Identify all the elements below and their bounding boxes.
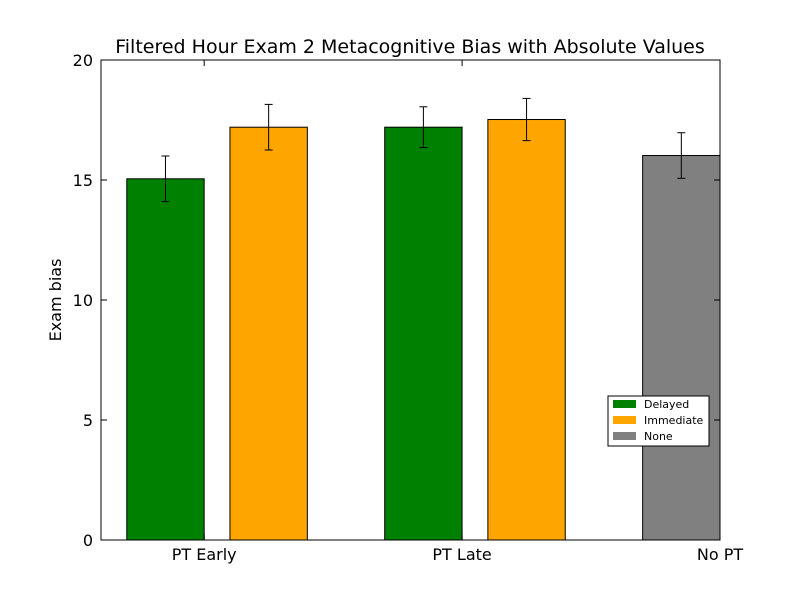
legend-swatch-delayed [613,400,636,408]
y-tick-label: 5 [83,411,93,430]
bar-pt-late-immediate [487,119,566,541]
legend: Delayed Immediate None [607,395,710,447]
bar-no-pt-none [642,155,721,541]
legend-label-immediate: Immediate [644,414,704,427]
x-tick-label: No PT [697,545,743,564]
y-axis-label: Exam bias [46,259,65,342]
y-tick-label: 15 [73,171,93,190]
plot-frame [100,59,721,541]
y-tick-label: 0 [83,531,93,550]
legend-label-none: None [644,430,673,443]
x-tick-label: PT Early [172,545,237,564]
legend-swatch-immediate [613,416,636,424]
y-tick-label: 10 [73,291,93,310]
bar-pt-early-delayed [126,178,205,541]
y-tick-label: 20 [73,51,93,70]
bar-pt-late-delayed [384,126,463,541]
bar-pt-early-immediate [229,126,308,541]
x-tick-label: PT Late [432,545,491,564]
ticks-layer: 0 5 10 15 20 PT Early PT Late No PT [73,51,744,564]
bars-layer [126,97,721,541]
legend-swatch-none [613,432,636,440]
chart-title: Filtered Hour Exam 2 Metacognitive Bias … [115,36,705,58]
legend-label-delayed: Delayed [644,398,689,411]
